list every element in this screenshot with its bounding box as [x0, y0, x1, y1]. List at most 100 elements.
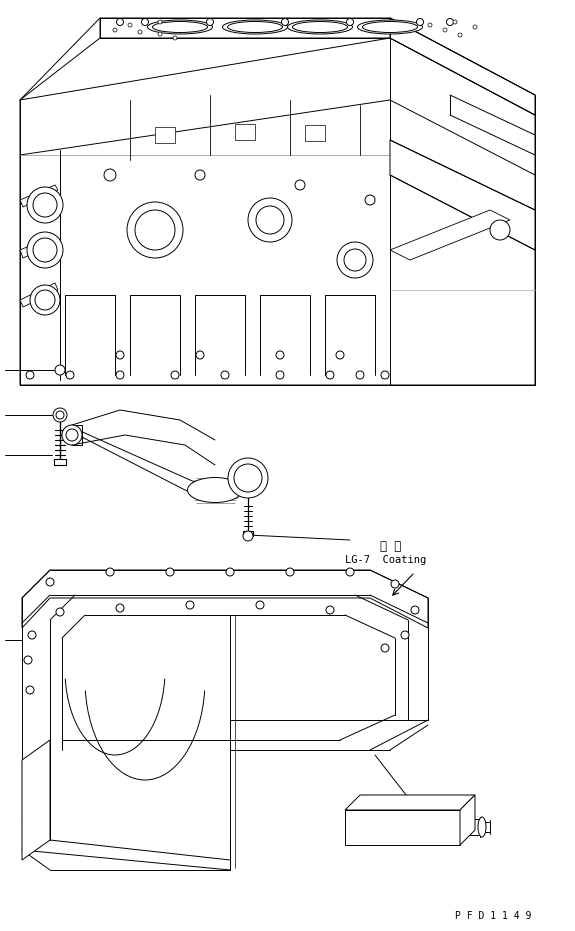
Polygon shape — [20, 283, 58, 307]
Circle shape — [416, 19, 424, 25]
Circle shape — [53, 408, 67, 422]
Circle shape — [26, 371, 34, 379]
Circle shape — [347, 19, 354, 25]
Circle shape — [401, 631, 409, 639]
Circle shape — [195, 170, 205, 180]
Circle shape — [196, 351, 204, 359]
Circle shape — [116, 604, 124, 612]
Circle shape — [158, 32, 162, 36]
Circle shape — [62, 425, 82, 445]
Circle shape — [56, 608, 64, 616]
Circle shape — [24, 656, 32, 664]
Circle shape — [365, 195, 375, 205]
Polygon shape — [235, 124, 255, 140]
Text: LG-7  Coating: LG-7 Coating — [345, 555, 426, 565]
Polygon shape — [305, 125, 325, 141]
Circle shape — [26, 686, 34, 694]
Circle shape — [336, 351, 344, 359]
Circle shape — [113, 28, 117, 32]
Circle shape — [381, 644, 389, 652]
Circle shape — [276, 351, 284, 359]
Circle shape — [117, 19, 124, 25]
Polygon shape — [345, 795, 475, 810]
Circle shape — [391, 580, 399, 588]
Circle shape — [116, 351, 124, 359]
Circle shape — [106, 568, 114, 576]
Circle shape — [33, 193, 57, 217]
Circle shape — [104, 169, 116, 181]
Circle shape — [206, 19, 213, 25]
Circle shape — [458, 33, 462, 37]
Circle shape — [473, 25, 477, 29]
Circle shape — [337, 242, 373, 278]
Circle shape — [282, 19, 289, 25]
Polygon shape — [20, 185, 58, 207]
Circle shape — [226, 568, 234, 576]
Circle shape — [443, 28, 447, 32]
Circle shape — [243, 531, 253, 541]
Circle shape — [326, 606, 334, 614]
Circle shape — [66, 429, 78, 441]
Text: P F D 1 1 4 9: P F D 1 1 4 9 — [455, 911, 531, 921]
Circle shape — [381, 371, 389, 379]
Polygon shape — [243, 531, 253, 536]
Circle shape — [28, 631, 36, 639]
Circle shape — [173, 36, 177, 40]
Polygon shape — [54, 459, 66, 465]
Circle shape — [116, 371, 124, 379]
Circle shape — [127, 202, 183, 258]
Ellipse shape — [293, 21, 347, 33]
Circle shape — [27, 232, 63, 268]
Circle shape — [166, 568, 174, 576]
Circle shape — [346, 568, 354, 576]
Text: 塗 布: 塗 布 — [380, 541, 401, 554]
Polygon shape — [390, 210, 510, 260]
Circle shape — [326, 371, 334, 379]
Ellipse shape — [148, 20, 213, 34]
Circle shape — [135, 210, 175, 250]
Circle shape — [234, 464, 262, 492]
Circle shape — [55, 365, 65, 375]
Circle shape — [27, 187, 63, 223]
Circle shape — [138, 30, 142, 34]
Circle shape — [356, 371, 364, 379]
Circle shape — [221, 371, 229, 379]
Ellipse shape — [223, 20, 288, 34]
Circle shape — [256, 601, 264, 609]
Circle shape — [344, 249, 366, 271]
Circle shape — [453, 20, 457, 24]
Ellipse shape — [187, 478, 243, 503]
Circle shape — [128, 23, 132, 27]
Circle shape — [447, 19, 454, 25]
Polygon shape — [345, 810, 460, 845]
Circle shape — [66, 371, 74, 379]
Ellipse shape — [152, 21, 208, 33]
Polygon shape — [20, 235, 58, 258]
Circle shape — [35, 290, 55, 310]
Circle shape — [248, 198, 292, 242]
Circle shape — [141, 19, 148, 25]
Ellipse shape — [478, 817, 486, 837]
Circle shape — [46, 578, 54, 586]
Ellipse shape — [358, 20, 423, 34]
Circle shape — [490, 220, 510, 240]
Circle shape — [276, 371, 284, 379]
Polygon shape — [155, 127, 175, 143]
Circle shape — [171, 371, 179, 379]
Circle shape — [186, 601, 194, 609]
Polygon shape — [20, 38, 100, 100]
Circle shape — [295, 180, 305, 190]
Polygon shape — [22, 740, 50, 860]
Circle shape — [256, 206, 284, 234]
Circle shape — [30, 285, 60, 315]
Circle shape — [411, 606, 419, 614]
Circle shape — [286, 568, 294, 576]
Circle shape — [158, 20, 162, 24]
Circle shape — [228, 458, 268, 498]
Circle shape — [428, 23, 432, 27]
Polygon shape — [20, 38, 535, 385]
Ellipse shape — [362, 21, 417, 33]
Polygon shape — [460, 795, 475, 845]
Polygon shape — [390, 18, 535, 115]
Polygon shape — [100, 18, 535, 95]
